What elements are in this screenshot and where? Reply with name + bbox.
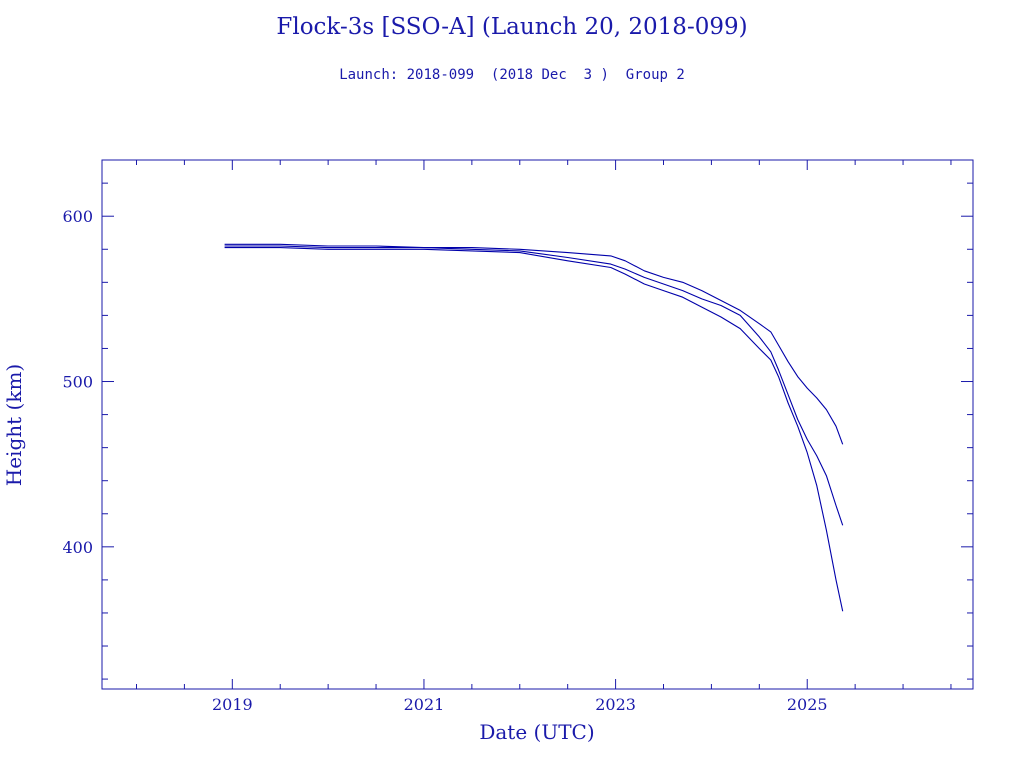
x-tick-labels: 2019 2021 2023 2025 — [212, 695, 828, 714]
plot-frame — [101, 159, 974, 690]
y-tick-labels: 400 500 600 — [62, 207, 93, 557]
x-tick-label: 2023 — [595, 695, 636, 714]
y-tick-label: 500 — [62, 373, 93, 392]
y-axis-label: Height (km) — [2, 364, 26, 486]
x-tick-label: 2019 — [212, 695, 253, 714]
series-line-3 — [224, 247, 844, 612]
series-lines — [224, 243, 844, 612]
x-tick-label: 2021 — [404, 695, 445, 714]
y-tick-label: 400 — [62, 538, 93, 557]
chart-title: Flock-3s [SSO-A] (Launch 20, 2018-099) — [276, 14, 748, 40]
x-axis-label: Date (UTC) — [479, 720, 594, 744]
chart-subtitle: Launch: 2018-099 (2018 Dec 3 ) Group 2 — [339, 67, 685, 83]
x-tick-label: 2025 — [787, 695, 828, 714]
series-line-1 — [224, 243, 844, 445]
y-tick-label: 600 — [62, 207, 93, 226]
axis-ticks — [102, 160, 973, 689]
series-line-2 — [224, 245, 844, 526]
